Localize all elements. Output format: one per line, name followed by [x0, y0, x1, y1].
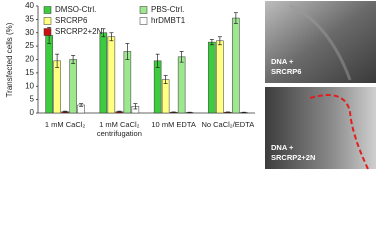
x-tick-label: 1 mM CaCl₂ centrifugation — [96, 120, 142, 138]
y-tick-label: 20 — [25, 55, 34, 64]
y-tick-label: 40 — [25, 1, 34, 10]
bar — [99, 32, 108, 114]
y-axis-title: Transfected cells (%) — [5, 22, 14, 97]
x-tick-label: 1 mM CaCl₂ — [44, 120, 86, 129]
bar — [232, 17, 240, 114]
legend-swatch — [43, 28, 52, 36]
y-tick-label: 10 — [25, 81, 34, 90]
error-bar — [101, 28, 106, 38]
legend-label: DMSO-Ctrl. — [55, 5, 96, 14]
boundary-line — [309, 94, 369, 170]
error-bar — [163, 75, 168, 84]
y-tick-label: 0 — [30, 108, 35, 117]
panel-label: SRCRP6 — [271, 67, 301, 76]
y-tick-label: 30 — [25, 28, 34, 37]
bar — [45, 35, 53, 114]
micrograph — [265, 1, 376, 83]
micrograph — [265, 87, 376, 169]
error-bar — [155, 53, 160, 68]
bar — [216, 40, 224, 114]
legend-label: hrDMBT1 — [151, 16, 186, 25]
error-bar — [117, 110, 122, 113]
figure: Transfected cells (%) DNA + SRCRP6 DNA +… — [5, 1, 376, 170]
bar — [208, 41, 216, 114]
error-bar — [225, 111, 230, 113]
error-bar — [109, 32, 114, 42]
legend-swatch — [139, 17, 148, 25]
y-tick-label: 5 — [30, 95, 35, 104]
bar — [53, 60, 61, 114]
micrograph-detail — [289, 3, 352, 81]
error-bar — [63, 110, 68, 113]
error-bar — [55, 53, 60, 68]
panel-label: SRCRP2+2N — [271, 153, 315, 162]
error-bar — [217, 36, 222, 46]
legend-label: SRCRP6 — [55, 16, 88, 25]
error-bar — [125, 43, 130, 60]
panel-label: DNA + — [271, 57, 294, 66]
bar — [177, 56, 186, 114]
bar — [161, 79, 170, 114]
error-bar — [179, 51, 184, 63]
bar — [69, 59, 77, 114]
error-bar — [187, 111, 192, 114]
legend-label: PBS-Ctrl. — [151, 5, 184, 14]
error-bar — [79, 103, 84, 107]
x-tick-label: No CaCl₂/EDTA — [201, 120, 255, 129]
error-bar — [233, 12, 238, 24]
y-tick-label: 25 — [25, 41, 34, 50]
legend-swatch — [43, 6, 52, 14]
bar — [123, 51, 132, 114]
legend-label: SRCRP2+2N — [55, 27, 103, 36]
y-tick-label: 35 — [25, 14, 34, 23]
bar — [107, 36, 116, 114]
error-bar — [171, 111, 176, 113]
bar — [153, 60, 162, 114]
y-tick-label: 15 — [25, 68, 34, 77]
legend-swatch — [43, 17, 52, 25]
chart: Transfected cells (%) DNA + SRCRP6 DNA +… — [5, 1, 376, 170]
legend-swatch — [139, 6, 148, 14]
error-bar — [133, 103, 138, 110]
x-tick-label: 10 mM EDTA — [151, 120, 196, 129]
panel-label: DNA + — [271, 143, 294, 152]
error-bar — [209, 39, 214, 46]
error-bar — [71, 55, 76, 64]
error-bar — [241, 111, 246, 114]
